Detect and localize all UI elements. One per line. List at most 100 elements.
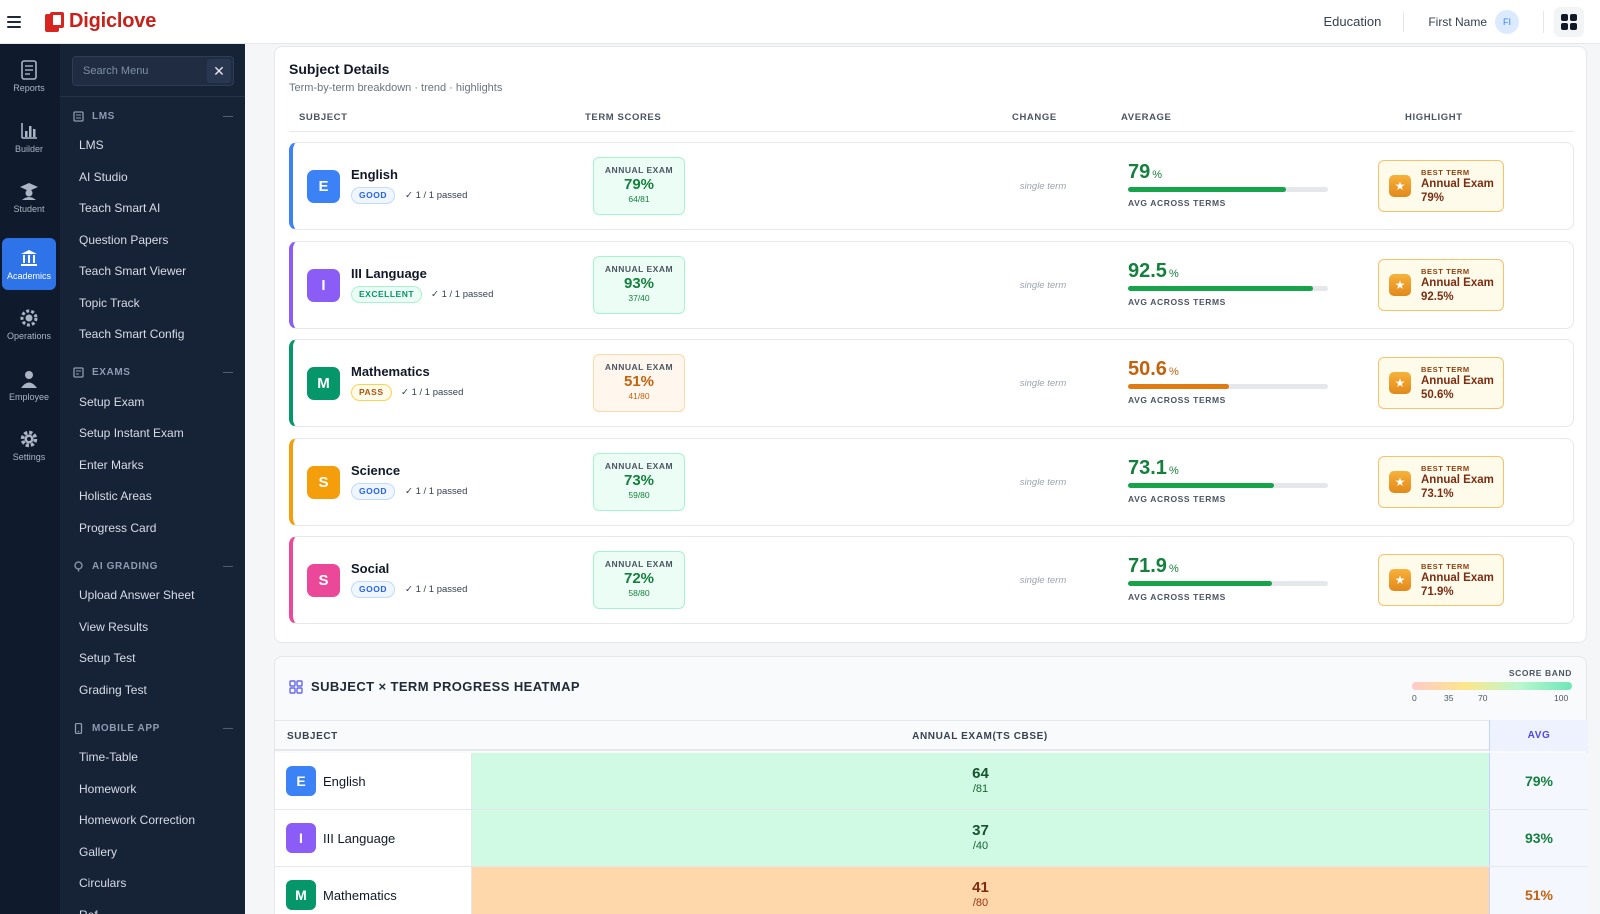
star-icon: ★ bbox=[1389, 372, 1411, 394]
heatmap-score: 64 bbox=[972, 765, 989, 782]
sidebar-item-setup-exam[interactable]: Setup Exam bbox=[79, 394, 145, 409]
rail-item-settings[interactable]: Settings bbox=[2, 419, 56, 471]
sidebar-item-topic-track[interactable]: Topic Track bbox=[79, 295, 140, 310]
rail-item-reports[interactable]: Reports bbox=[2, 50, 56, 102]
header-subject: SUBJECT bbox=[299, 112, 348, 123]
sidebar-item-ai-studio[interactable]: AI Studio bbox=[79, 169, 128, 184]
org-selector[interactable]: Education bbox=[1324, 11, 1405, 32]
term-score-box[interactable]: ANNUAL EXAM 73% 59/80 bbox=[593, 452, 685, 511]
operations-icon bbox=[18, 308, 40, 328]
heatmap-cell[interactable]: 41/80 bbox=[471, 867, 1489, 914]
heatmap-avg: 51% bbox=[1489, 867, 1588, 914]
average-progress-bar bbox=[1128, 187, 1328, 192]
heatmap-cell[interactable]: 37/40 bbox=[471, 810, 1489, 866]
best-term-highlight[interactable]: ★ BEST TERM Annual Exam 71.9% bbox=[1378, 554, 1504, 606]
sidebar-item-upload-answer-sheet[interactable]: Upload Answer Sheet bbox=[79, 588, 195, 602]
heatmap-score: 41 bbox=[972, 879, 989, 896]
heatmap-header-term: ANNUAL EXAM(TS CBSE) bbox=[912, 731, 1048, 742]
user-menu[interactable]: First Name FI bbox=[1404, 9, 1544, 34]
subject-row[interactable]: M Mathematics PASS ✓ 1 / 1 passed ANNUAL EXA… bbox=[289, 339, 1574, 427]
average-progress-fill bbox=[1128, 187, 1286, 192]
sidebar-sections: LMS — LMS AI Studio Teach Smart AI Question P… bbox=[60, 102, 245, 914]
rail-item-operations[interactable]: Operations bbox=[2, 298, 56, 350]
sidebar-item-time-table[interactable]: Time-Table bbox=[79, 750, 138, 764]
best-term-caption: BEST TERM bbox=[1421, 463, 1470, 473]
sidebar-item-circulars[interactable]: Circulars bbox=[79, 876, 127, 890]
term-percent: 51% bbox=[623, 373, 655, 390]
sidebar-item-teach-smart-ai[interactable]: Teach Smart AI bbox=[79, 201, 161, 215]
sidebar-item-question-papers[interactable]: Question Papers bbox=[79, 232, 169, 247]
heatmap-cell[interactable]: 64/81 bbox=[471, 753, 1489, 809]
sidebar-item-homework[interactable]: Homework bbox=[79, 781, 137, 796]
best-term-highlight[interactable]: ★ BEST TERM Annual Exam 73.1% bbox=[1378, 455, 1504, 508]
average-progress-fill bbox=[1128, 285, 1313, 291]
header-average: AVERAGE bbox=[1121, 112, 1172, 123]
sidebar-item-holistic-areas[interactable]: Holistic Areas bbox=[79, 489, 152, 503]
apps-grid-icon[interactable] bbox=[1554, 6, 1584, 37]
average-unit: % bbox=[1152, 169, 1163, 181]
term-percent: 72% bbox=[623, 570, 655, 587]
heatmap-row[interactable]: M Mathematics 41/80 51% bbox=[275, 867, 1588, 914]
heatmap-out-of: /80 bbox=[972, 897, 989, 909]
passed-count: ✓ 1 / 1 passed bbox=[431, 288, 494, 300]
rail-item-employee[interactable]: Employee bbox=[2, 359, 56, 411]
term-score-box[interactable]: ANNUAL EXAM 51% 41/80 bbox=[593, 354, 685, 412]
subject-name: Social bbox=[351, 561, 390, 576]
rail-item-builder[interactable]: Builder bbox=[2, 111, 56, 163]
term-label: ANNUAL EXAM bbox=[604, 460, 674, 471]
score-band-gradient bbox=[1412, 682, 1572, 690]
sidebar-item-progress-card[interactable]: Progress Card bbox=[79, 520, 157, 535]
subject-row[interactable]: S Science GOOD ✓ 1 / 1 passed ANNUAL EXAM 73%… bbox=[289, 437, 1574, 526]
heatmap-header-avg: AVG bbox=[1489, 720, 1588, 751]
best-term-highlight[interactable]: ★ BEST TERM Annual Exam 79% bbox=[1378, 160, 1504, 212]
subject-row[interactable]: I III Language EXCELLENT ✓ 1 / 1 passed ANNU… bbox=[289, 240, 1574, 329]
sidebar-divider bbox=[60, 96, 245, 97]
search-menu-input[interactable] bbox=[73, 65, 203, 77]
sidebar-item-enter-marks[interactable]: Enter Marks bbox=[79, 457, 144, 472]
sidebar-item-view-results[interactable]: View Results bbox=[79, 619, 149, 634]
collapse-icon[interactable]: — bbox=[223, 560, 233, 572]
rail-item-label: Operations bbox=[6, 330, 52, 341]
sidebar-item-teach-smart-config[interactable]: Teach Smart Config bbox=[79, 327, 185, 341]
heatmap-avg: 79% bbox=[1489, 753, 1588, 809]
menu-section-mobile-app[interactable]: MOBILE APP — bbox=[60, 714, 245, 742]
menu-section-exams[interactable]: EXAMS — bbox=[60, 359, 245, 387]
subject-badge: I bbox=[286, 823, 316, 853]
term-score-box[interactable]: ANNUAL EXAM 79% 64/81 bbox=[593, 157, 685, 215]
collapse-icon[interactable]: — bbox=[223, 367, 233, 378]
change-text: single term bbox=[1019, 181, 1067, 192]
subject-row[interactable]: E English GOOD ✓ 1 / 1 passed ANNUAL EXAM 79%… bbox=[289, 142, 1574, 230]
rail-item-label: Student bbox=[13, 203, 45, 214]
heatmap-row[interactable]: I III Language 37/40 93% bbox=[275, 810, 1588, 867]
sidebar-item-homework-correction[interactable]: Homework Correction bbox=[79, 813, 196, 827]
close-icon[interactable]: ✕ bbox=[207, 59, 231, 83]
rail-item-academics[interactable]: Academics bbox=[2, 238, 56, 290]
rail-item-student[interactable]: Student bbox=[2, 171, 56, 223]
hamburger-menu-icon[interactable] bbox=[7, 15, 21, 28]
sidebar-item-gallery[interactable]: Gallery bbox=[79, 844, 118, 859]
average-progress-bar bbox=[1128, 482, 1328, 488]
average-progress-bar bbox=[1128, 285, 1328, 291]
term-score-box[interactable]: ANNUAL EXAM 93% 37/40 bbox=[593, 255, 685, 314]
sidebar-item-setup-instant-exam[interactable]: Setup Instant Exam bbox=[79, 426, 184, 440]
sidebar-item-teach-smart-viewer[interactable]: Teach Smart Viewer bbox=[79, 264, 187, 278]
sidebar-item-lms[interactable]: LMS bbox=[79, 138, 104, 152]
brand-logo[interactable]: Digiclove bbox=[45, 10, 156, 33]
sidebar-item-ref[interactable]: Ref bbox=[60, 900, 245, 914]
term-score-box[interactable]: ANNUAL EXAM 72% 58/80 bbox=[593, 551, 685, 609]
menu-section-lms[interactable]: LMS — bbox=[60, 102, 245, 130]
menu-section-label: MOBILE APP bbox=[92, 722, 160, 734]
menu-section-ai-grading[interactable]: AI GRADING — bbox=[60, 552, 245, 580]
rail-item-label: Builder bbox=[14, 143, 43, 154]
best-term-highlight[interactable]: ★ BEST TERM Annual Exam 50.6% bbox=[1378, 357, 1504, 409]
heatmap-out-of: /40 bbox=[972, 840, 989, 852]
sidebar-item-grading-test[interactable]: Grading Test bbox=[79, 682, 147, 697]
heatmap-row[interactable]: E English 64/81 79% bbox=[275, 753, 1588, 810]
subject-row[interactable]: S Social GOOD ✓ 1 / 1 passed ANNUAL EXAM 72% 5… bbox=[289, 536, 1574, 624]
score-band-tick: 70 bbox=[1478, 693, 1488, 703]
sidebar-item-setup-test[interactable]: Setup Test bbox=[79, 651, 136, 665]
subject-badge: S bbox=[307, 564, 340, 597]
best-term-highlight[interactable]: ★ BEST TERM Annual Exam 92.5% bbox=[1378, 258, 1504, 311]
collapse-icon[interactable]: — bbox=[223, 110, 233, 122]
collapse-icon[interactable]: — bbox=[223, 722, 233, 734]
